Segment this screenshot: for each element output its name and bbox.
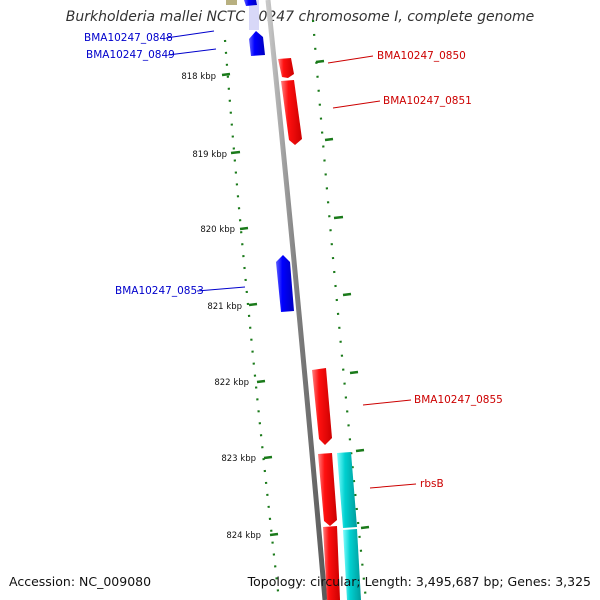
inner-tick-track bbox=[223, 39, 281, 600]
tick-mark-821 bbox=[248, 302, 258, 307]
label-bma10247-0849[interactable]: BMA10247_0849 bbox=[86, 49, 175, 61]
tick-mark-819 bbox=[230, 150, 241, 155]
tick-marks bbox=[221, 59, 370, 537]
gene-bma10247-0848 bbox=[244, 0, 257, 6]
leader-bma10247-0853 bbox=[196, 286, 246, 292]
tick-label-820: 820 kbp bbox=[200, 225, 235, 235]
label-bma10247-0853[interactable]: BMA10247_0853 bbox=[115, 285, 204, 297]
label-bma10247-0848[interactable]: BMA10247_0848 bbox=[84, 32, 173, 44]
tick-mark-818 bbox=[221, 72, 231, 77]
leader-bma10247-0848 bbox=[165, 30, 215, 39]
feature-cyan-upper bbox=[337, 452, 357, 528]
gene-bma10247-0851 bbox=[281, 80, 302, 145]
tick-label-819: 819 kbp bbox=[192, 150, 227, 160]
gene-bma10247-0850 bbox=[278, 58, 294, 78]
tick-label-822: 822 kbp bbox=[214, 378, 249, 388]
leader-rbsb bbox=[369, 483, 417, 489]
label-bma10247-0850[interactable]: BMA10247_0850 bbox=[377, 50, 466, 62]
gene-red-bottom bbox=[323, 526, 340, 600]
gene-bma10247-0849 bbox=[249, 31, 265, 56]
label-rbsb[interactable]: rbsB bbox=[420, 478, 444, 490]
feature-fragment-olive bbox=[226, 0, 237, 5]
tick-label-823: 823 kbp bbox=[221, 454, 256, 464]
map-title: Burkholderia mallei NCTC 10247 chromosom… bbox=[65, 9, 535, 25]
leader-bma10247-0849 bbox=[167, 48, 217, 56]
label-bma10247-0855[interactable]: BMA10247_0855 bbox=[414, 394, 503, 406]
tick-mark-820 bbox=[239, 226, 249, 231]
tick-label-821: 821 kbp bbox=[207, 302, 242, 312]
label-bma10247-0851[interactable]: BMA10247_0851 bbox=[383, 95, 472, 107]
tick-mark-823 bbox=[263, 455, 273, 460]
feature-fragment-lavender bbox=[249, 0, 259, 30]
gene-rbsb bbox=[318, 453, 337, 526]
leader-bma10247-0850 bbox=[327, 55, 374, 64]
gene-bma10247-0855 bbox=[312, 368, 332, 445]
feature-cyan-lower bbox=[343, 529, 361, 600]
leader-bma10247-0851 bbox=[332, 100, 381, 109]
gene-bma10247-0853 bbox=[276, 255, 294, 312]
tick-label-824: 824 kbp bbox=[226, 531, 261, 541]
leader-bma10247-0855 bbox=[362, 399, 412, 406]
tick-mark-824 bbox=[269, 532, 279, 537]
tick-label-818: 818 kbp bbox=[181, 72, 216, 82]
topology-summary: Topology: circular; Length: 3,495,687 bp… bbox=[247, 574, 591, 589]
accession-text: Accession: NC_009080 bbox=[9, 574, 152, 589]
tick-mark-822 bbox=[256, 379, 266, 384]
genome-backbone bbox=[265, 0, 328, 600]
